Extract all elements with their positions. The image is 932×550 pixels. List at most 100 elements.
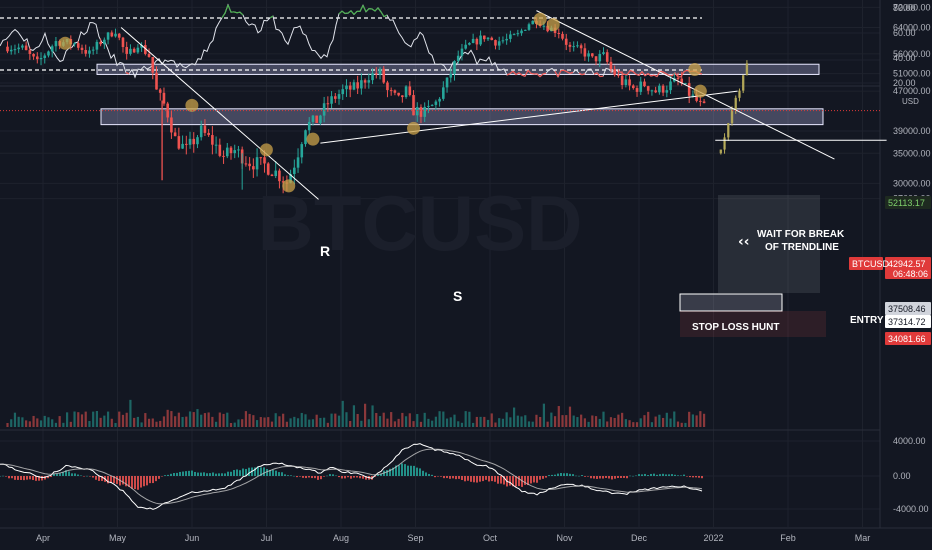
candle-body <box>248 163 251 167</box>
candle-body <box>341 89 345 95</box>
volume-bar <box>125 412 128 427</box>
macd-histogram-bar <box>71 473 73 476</box>
macd-histogram-bar <box>560 473 562 476</box>
rsi-overbought-segment <box>383 14 388 18</box>
candle-body <box>408 86 412 96</box>
candle-body <box>289 174 292 183</box>
volume-bar <box>293 416 296 427</box>
macd-histogram-bar <box>275 470 277 476</box>
volume-bar <box>431 420 434 427</box>
volume-bar <box>527 421 531 427</box>
macd-histogram-bar <box>206 473 208 476</box>
volume-bar <box>635 422 639 427</box>
macd-histogram-bar <box>539 476 541 480</box>
volume-bar <box>539 416 542 427</box>
volume-bar <box>311 419 315 427</box>
macd-histogram-bar <box>392 467 394 476</box>
macd-histogram-bar <box>365 476 367 480</box>
macd-histogram-bar <box>356 476 358 478</box>
volume-bar <box>43 415 46 427</box>
macd-histogram-bar <box>614 476 616 479</box>
rsi-oversold-segment <box>638 71 643 76</box>
candle-body <box>50 46 54 52</box>
macd-histogram-bar <box>8 476 10 479</box>
macd-axis-label: 0.00 <box>893 471 911 481</box>
volume-bar <box>397 418 400 427</box>
candle-body <box>374 73 378 75</box>
macd-histogram-bar <box>248 467 250 476</box>
macd-histogram-bar <box>305 476 307 479</box>
macd-histogram-bar <box>83 476 85 477</box>
rsi-overbought-segment <box>236 11 241 14</box>
candle-body <box>490 37 494 41</box>
macd-histogram-bar <box>320 476 322 480</box>
candle-body <box>281 181 285 183</box>
macd-histogram-bar <box>587 476 589 477</box>
macd-histogram-bar <box>482 476 484 482</box>
rsi-overbought-segment <box>374 7 379 12</box>
volume-bar <box>464 411 467 427</box>
macd-histogram-bar <box>452 476 454 479</box>
macd-histogram-bar <box>335 475 337 477</box>
candle-body <box>218 144 222 156</box>
volume-bar <box>77 412 80 427</box>
volume-bar <box>51 419 54 427</box>
volume-bar <box>375 413 378 427</box>
projection-box <box>718 195 820 293</box>
volume-bar <box>255 420 259 427</box>
candle-body <box>147 53 151 57</box>
candle-body <box>155 72 158 90</box>
candle-body <box>516 33 520 35</box>
candle-body <box>185 143 188 145</box>
time-axis-label: 2022 <box>703 533 723 543</box>
candle-body <box>639 81 643 92</box>
macd-histogram-bar <box>134 476 136 490</box>
macd-histogram-bar <box>308 476 310 478</box>
pivot-marker <box>306 132 320 146</box>
rsi-axis-label: 80.00 <box>893 3 916 13</box>
time-axis-label: Oct <box>483 533 498 543</box>
macd-histogram-bar <box>473 476 475 483</box>
macd-histogram-bar <box>287 475 289 476</box>
candle-body <box>483 35 486 40</box>
macd-histogram-bar <box>245 468 247 476</box>
volume-bar <box>453 414 456 427</box>
macd-histogram-bar <box>191 470 193 476</box>
rsi-oversold-segment <box>641 71 646 77</box>
volume-bar <box>181 416 184 427</box>
macd-histogram-bar <box>389 468 391 476</box>
macd-histogram-bar <box>62 471 64 476</box>
candle-body <box>401 95 404 98</box>
candle-body <box>73 43 76 45</box>
macd-histogram-bar <box>254 467 256 476</box>
candle-body <box>695 94 698 101</box>
pivot-marker <box>533 12 547 26</box>
candle-body <box>13 49 17 51</box>
volume-bar <box>263 417 266 427</box>
volume-bar <box>289 418 292 427</box>
candle-body <box>54 41 58 47</box>
candle-body <box>140 45 143 48</box>
macd-histogram-bar <box>140 476 142 488</box>
macd-histogram-bar <box>698 476 700 478</box>
rsi-oversold-segment <box>629 69 634 72</box>
macd-histogram-bar <box>674 474 676 476</box>
projected-candle-body <box>741 75 745 91</box>
price-tag-value: 34081.66 <box>888 334 926 344</box>
volume-bar <box>665 412 668 427</box>
pivot-marker <box>693 84 707 98</box>
macd-histogram-bar <box>347 476 349 478</box>
price-axis-label: 39000.00 <box>893 126 931 136</box>
candle-body <box>475 38 479 45</box>
rsi-overbought-segment <box>233 11 238 14</box>
entry-annotation: ENTRY <box>850 315 884 326</box>
volume-bar <box>401 412 404 427</box>
macd-histogram-bar <box>554 474 556 476</box>
volume-bar <box>296 418 300 427</box>
macd-histogram-bar <box>404 464 406 476</box>
candle-body <box>609 61 613 70</box>
time-axis-label: Aug <box>333 533 349 543</box>
volume-bar <box>10 419 13 427</box>
